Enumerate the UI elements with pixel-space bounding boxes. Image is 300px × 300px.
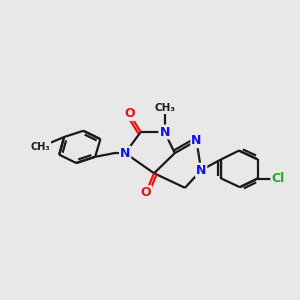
Text: N: N [191, 134, 202, 147]
Text: O: O [124, 107, 134, 120]
Text: Cl: Cl [272, 172, 285, 185]
Text: CH₃: CH₃ [154, 103, 175, 113]
Text: N: N [159, 125, 170, 139]
Text: N: N [196, 164, 206, 177]
Text: N: N [120, 147, 130, 160]
Text: O: O [141, 186, 151, 199]
Text: CH₃: CH₃ [31, 142, 50, 152]
